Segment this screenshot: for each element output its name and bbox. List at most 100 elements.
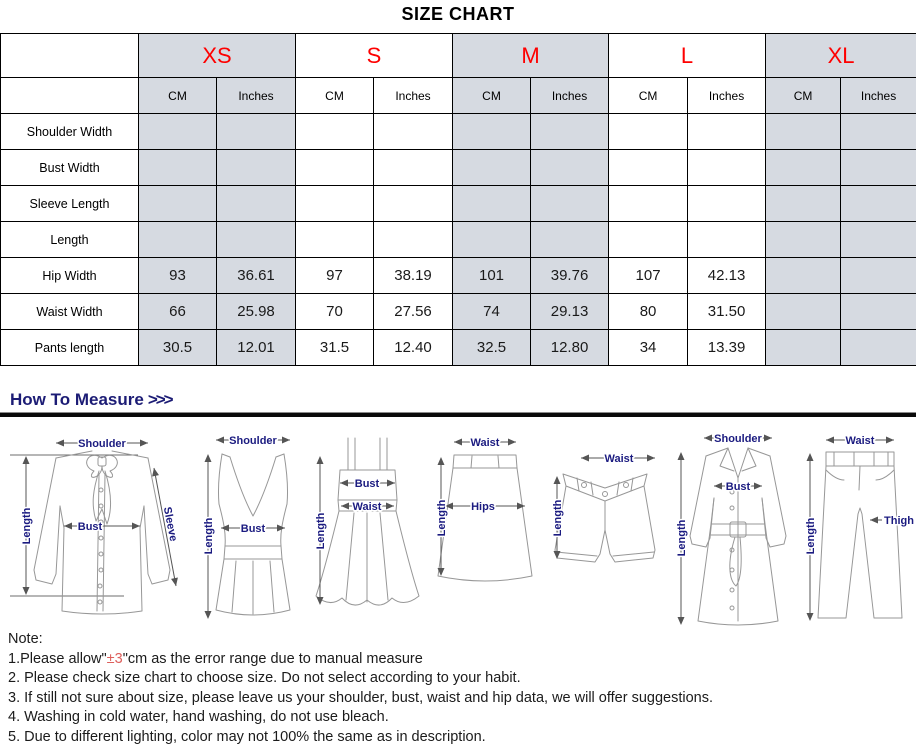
value-cell bbox=[373, 185, 454, 222]
length-label: Length bbox=[436, 499, 448, 536]
value-cell: 27.56 bbox=[373, 293, 454, 330]
shoulder-arrow: Shoulder bbox=[704, 432, 772, 447]
pants-outline bbox=[817, 451, 903, 619]
value-cell bbox=[840, 221, 916, 258]
notes-heading: Note: bbox=[8, 631, 43, 647]
size-header-xs: XS bbox=[137, 33, 297, 78]
value-cell bbox=[373, 221, 454, 258]
value-cell bbox=[373, 113, 454, 150]
hips-arrow: Hips bbox=[445, 500, 525, 515]
value-cell bbox=[530, 149, 610, 186]
table-row-sleeve-length: Sleeve Length bbox=[0, 185, 916, 222]
row-label: Pants length bbox=[0, 329, 139, 366]
value-cell: 93 bbox=[138, 257, 217, 294]
table-row-shoulder-width: Shoulder Width bbox=[0, 113, 916, 150]
length-label: Length bbox=[805, 517, 817, 554]
value-cell: 39.76 bbox=[530, 257, 610, 294]
shoulder-arrow: Shoulder bbox=[216, 434, 290, 449]
unit-header-inches: Inches bbox=[687, 77, 767, 114]
value-cell bbox=[687, 113, 767, 150]
value-cell bbox=[765, 149, 842, 186]
measure-figures: Shoulder Length Bust Sleeve bbox=[0, 428, 916, 633]
sleeve-arrow: Sleeve bbox=[152, 467, 181, 587]
notes-section: Note: 1.Please allow"±3"cm as the error … bbox=[8, 630, 908, 747]
pants-figure: Waist Length Thigh bbox=[804, 434, 916, 621]
length-label: Length bbox=[203, 517, 215, 554]
value-cell bbox=[840, 329, 916, 366]
value-cell bbox=[765, 257, 842, 294]
length-arrow: Length bbox=[675, 452, 690, 625]
trench-coat-figure: Shoulder Length Bust bbox=[675, 432, 787, 626]
thigh-label: Thigh bbox=[884, 515, 914, 527]
size-header-s: S bbox=[295, 33, 454, 78]
value-cell bbox=[608, 113, 689, 150]
unit-header-inches: Inches bbox=[840, 77, 916, 114]
note-line-3: 3. If still not sure about size, please … bbox=[8, 689, 713, 706]
length-label: Length bbox=[21, 507, 33, 544]
value-cell: 12.01 bbox=[215, 329, 297, 366]
hips-label: Hips bbox=[471, 501, 495, 513]
size-header-xl: XL bbox=[765, 33, 916, 78]
value-cell bbox=[138, 149, 217, 186]
waist-arrow: Waist bbox=[454, 436, 516, 451]
value-cell bbox=[215, 221, 297, 258]
row-label: Bust Width bbox=[0, 149, 139, 186]
value-cell bbox=[840, 113, 916, 150]
row-label: Sleeve Length bbox=[0, 185, 139, 222]
size-header-row: XS S M L XL bbox=[0, 33, 916, 78]
value-cell: 42.13 bbox=[687, 257, 767, 294]
bust-label: Bust bbox=[78, 521, 103, 533]
value-cell bbox=[530, 185, 610, 222]
value-cell bbox=[295, 221, 375, 258]
size-header-l: L bbox=[608, 33, 767, 78]
note-line-2: 2. Please check size chart to choose siz… bbox=[8, 670, 521, 686]
value-cell bbox=[765, 185, 842, 222]
value-cell bbox=[452, 185, 532, 222]
value-cell bbox=[840, 185, 916, 222]
unit-header-cm: CM bbox=[295, 77, 375, 114]
value-cell: 101 bbox=[452, 257, 532, 294]
value-cell bbox=[138, 113, 217, 150]
row-label: Hip Width bbox=[0, 257, 139, 294]
table-row-bust-width: Bust Width bbox=[0, 149, 916, 186]
bust-arrow: Bust bbox=[714, 480, 762, 495]
value-cell bbox=[452, 221, 532, 258]
value-cell bbox=[840, 149, 916, 186]
shoulder-label: Shoulder bbox=[714, 433, 762, 445]
waist-label: Waist bbox=[846, 435, 875, 447]
size-table: XS S M L XL CM Inches CM Inches CM Inche… bbox=[0, 33, 916, 366]
value-cell bbox=[452, 149, 532, 186]
blouse-outline bbox=[33, 450, 171, 615]
value-cell: 12.80 bbox=[530, 329, 610, 366]
length-label: Length bbox=[676, 519, 688, 556]
unit-header-row: CM Inches CM Inches CM Inches CM Inches … bbox=[0, 77, 916, 114]
value-cell: 74 bbox=[452, 293, 532, 330]
value-cell: 25.98 bbox=[215, 293, 297, 330]
dress-outline bbox=[315, 437, 420, 606]
value-cell bbox=[138, 185, 217, 222]
shorts-outline bbox=[554, 473, 656, 563]
value-cell bbox=[295, 149, 375, 186]
value-cell: 34 bbox=[608, 329, 689, 366]
length-label: Length bbox=[315, 512, 327, 549]
note-line-1: 1.Please allow"±3"cm as the error range … bbox=[8, 650, 423, 667]
value-cell bbox=[530, 221, 610, 258]
value-cell bbox=[295, 113, 375, 150]
value-cell bbox=[687, 149, 767, 186]
value-cell: 107 bbox=[608, 257, 689, 294]
note-line-5: 5. Due to different lighting, color may … bbox=[8, 728, 486, 745]
table-row-hip-width: Hip Width 93 36.61 97 38.19 101 39.76 10… bbox=[0, 257, 916, 294]
length-arrow: Length bbox=[551, 476, 566, 559]
value-cell bbox=[373, 149, 454, 186]
value-cell bbox=[765, 221, 842, 258]
section-divider bbox=[0, 412, 916, 417]
bust-label: Bust bbox=[726, 481, 751, 493]
value-cell bbox=[840, 257, 916, 294]
skirt-outline bbox=[437, 454, 533, 582]
waist-label: Waist bbox=[471, 437, 500, 449]
length-label: Length bbox=[552, 499, 564, 536]
page-title: SIZE CHART bbox=[401, 4, 515, 24]
corner-cell bbox=[0, 33, 139, 78]
corner-cell bbox=[0, 77, 139, 114]
value-cell bbox=[608, 149, 689, 186]
